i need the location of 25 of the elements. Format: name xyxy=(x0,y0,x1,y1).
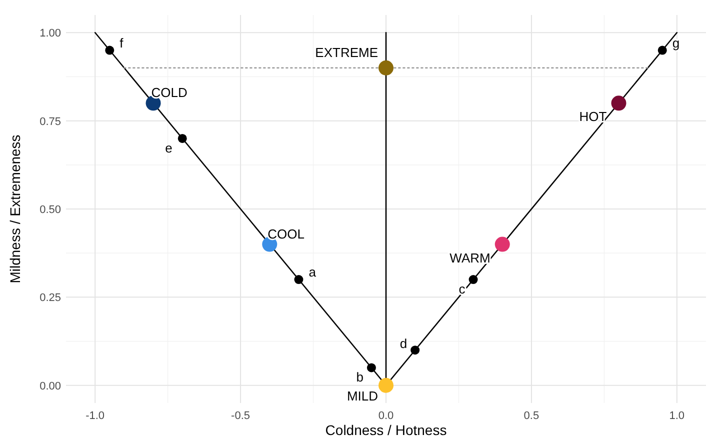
x-tick-label: 0.5 xyxy=(524,410,540,422)
y-tick-label: 0.00 xyxy=(40,380,61,392)
data-label: b xyxy=(356,370,364,385)
y-tick-label: 0.50 xyxy=(40,204,61,216)
data-label: COLD xyxy=(151,85,188,100)
data-label: WARM xyxy=(450,250,490,266)
data-label: d xyxy=(400,336,408,352)
x-tick-label: -1.0 xyxy=(86,410,105,422)
data-label: g xyxy=(672,35,680,50)
y-tick-label: 0.75 xyxy=(40,116,61,128)
x-tick-label: 0.0 xyxy=(378,410,394,422)
data-label: EXTREME xyxy=(315,44,378,60)
data-label: e xyxy=(165,140,172,156)
x-axis-title: Coldness / Hotness xyxy=(325,422,447,438)
data-label: MILD xyxy=(346,388,378,404)
x-tick-label: 1.0 xyxy=(669,410,685,422)
data-label: COOL xyxy=(268,226,304,242)
y-tick-label: 1.00 xyxy=(40,28,61,40)
data-label: a xyxy=(308,264,317,280)
y-axis-title: Mildness / Extremeness xyxy=(7,134,23,284)
data-label: HOT xyxy=(579,109,607,124)
data-label: c xyxy=(458,282,466,297)
x-tick-label: -0.5 xyxy=(231,410,250,422)
y-tick-label: 0.25 xyxy=(40,292,61,304)
data-label: f xyxy=(120,35,124,50)
